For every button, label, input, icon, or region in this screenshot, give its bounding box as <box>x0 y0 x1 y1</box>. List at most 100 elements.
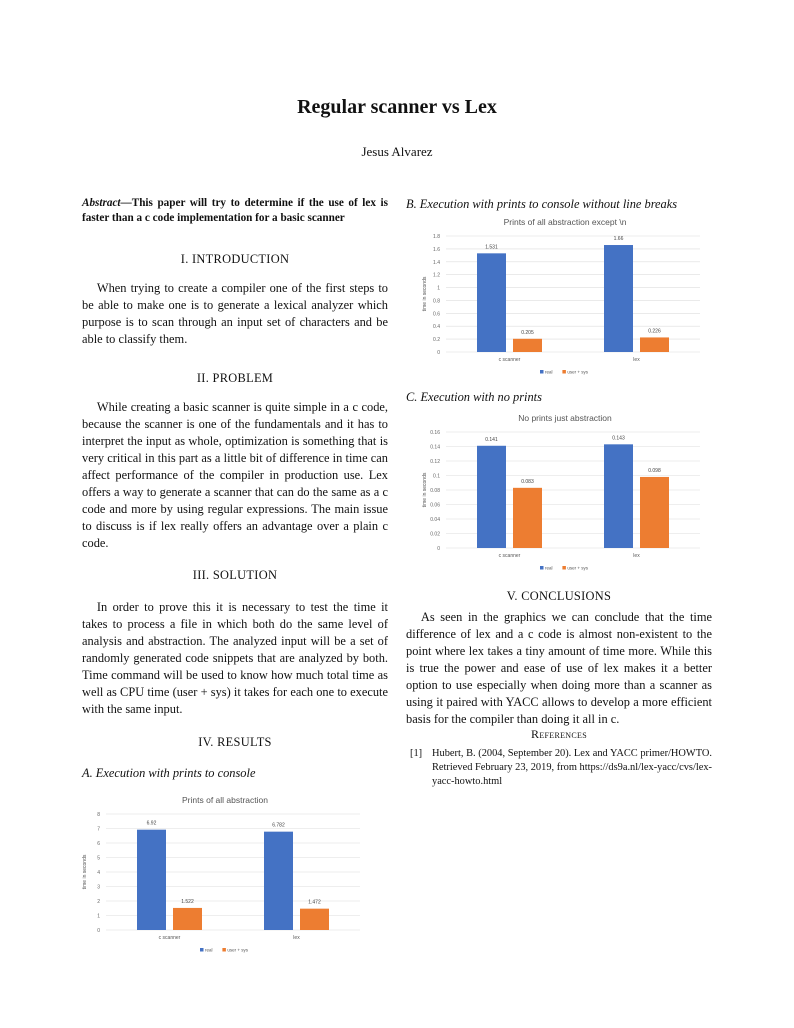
legend-label: user + sys <box>567 566 588 571</box>
y-tick-label: 0.6 <box>433 311 440 317</box>
solution-text: In order to prove this it is necessary t… <box>82 600 388 716</box>
data-label: 6.92 <box>147 821 157 827</box>
y-axis-label: time in seconds <box>82 854 88 889</box>
section-heading-results: IV. RESULTS <box>198 735 272 749</box>
x-tick-label: lex <box>633 553 640 559</box>
bar-user-sys-0 <box>513 338 542 352</box>
legend-swatch <box>540 370 544 374</box>
y-tick-label: 0.8 <box>433 298 440 304</box>
y-tick-label: 0.14 <box>430 445 440 451</box>
section-heading-solution: III. SOLUTION <box>192 568 278 582</box>
bar-user-sys-0 <box>513 487 542 548</box>
y-axis-label: time in seconds <box>422 472 428 507</box>
paper-title: Regular scanner vs Lex <box>297 96 497 118</box>
data-label: 0.098 <box>648 468 661 474</box>
chart-title: Prints of all abstraction except \n <box>504 217 627 227</box>
y-tick-label: 0.06 <box>430 503 440 509</box>
reference-text: Hubert, B. (2004, September 20). Lex and… <box>432 748 712 787</box>
data-label: 0.083 <box>521 479 534 485</box>
x-tick-label: c scanner <box>499 553 521 559</box>
y-tick-label: 2 <box>97 899 100 905</box>
x-tick-label: lex <box>633 357 640 363</box>
chart-title: No prints just abstraction <box>518 413 612 423</box>
bar-real-1 <box>604 444 633 548</box>
y-tick-label: 0.16 <box>430 430 440 436</box>
legend-label: user + sys <box>567 370 588 375</box>
legend-swatch <box>562 566 566 570</box>
data-label: 1.472 <box>308 900 321 906</box>
x-tick-label: lex <box>293 935 300 941</box>
y-tick-label: 1.4 <box>433 260 440 266</box>
bar-user-sys-0 <box>173 907 202 930</box>
references-heading: References <box>531 727 587 741</box>
y-tick-label: 1.2 <box>433 273 440 279</box>
subsection-c: C. Execution with no prints <box>406 390 542 404</box>
abstract-label: Abstract <box>82 197 121 209</box>
y-tick-label: 0.02 <box>430 532 440 538</box>
legend-swatch <box>540 566 544 570</box>
y-tick-label: 8 <box>97 812 100 818</box>
y-tick-label: 0.12 <box>430 459 440 465</box>
abstract: Abstract—This paper will try to determin… <box>82 196 388 226</box>
data-label: 0.226 <box>648 328 661 334</box>
bar-real-1 <box>264 831 293 930</box>
bar-user-sys-1 <box>640 476 669 548</box>
subsection-b: B. Execution with prints to console with… <box>406 197 678 211</box>
y-axis-label: time in seconds <box>422 276 428 311</box>
chart-prints-all: Prints of all abstraction time in seconds… <box>82 795 360 953</box>
data-label: 1.522 <box>181 899 194 905</box>
y-tick-label: 1.8 <box>433 234 440 240</box>
y-tick-label: 0.08 <box>430 488 440 494</box>
legend-swatch <box>222 948 226 952</box>
bar-user-sys-1 <box>640 337 669 352</box>
legend-swatch <box>200 948 204 952</box>
section-heading-conclusions: V. CONCLUSIONS <box>506 589 612 603</box>
reference-number: [1] <box>410 748 423 759</box>
x-tick-label: c scanner <box>499 357 521 363</box>
y-tick-label: 0.1 <box>433 474 440 480</box>
y-tick-label: 0.2 <box>433 337 440 343</box>
bar-real-0 <box>477 253 506 352</box>
data-label: 1.66 <box>614 236 624 242</box>
bar-real-0 <box>477 445 506 548</box>
conclusions-text: As seen in the graphics we can conclude … <box>406 610 712 726</box>
y-tick-label: 5 <box>97 856 100 862</box>
legend-label: real <box>545 370 553 375</box>
y-tick-label: 6 <box>97 841 100 847</box>
legend-label: real <box>545 566 553 571</box>
problem-text: While creating a basic scanner is quite … <box>82 400 388 550</box>
reference-item: [1] Hubert, B. (2004, September 20). Lex… <box>410 747 712 789</box>
subsection-a: A. Execution with prints to console <box>82 766 256 780</box>
abstract-dash: — <box>120 197 132 209</box>
bar-real-1 <box>604 245 633 352</box>
chart-title: Prints of all abstraction <box>182 795 268 805</box>
y-tick-label: 1 <box>97 914 100 920</box>
chart-prints-no-linebreaks: Prints of all abstraction except \n time … <box>422 217 700 375</box>
x-tick-label: c scanner <box>159 935 181 941</box>
y-tick-label: 0 <box>437 546 440 552</box>
data-label: 6.782 <box>272 823 285 829</box>
author: Jesus Alvarez <box>361 144 433 159</box>
data-label: 0.143 <box>612 435 625 441</box>
y-tick-label: 7 <box>97 827 100 833</box>
abstract-text: This paper will try to determine if the … <box>82 197 388 224</box>
y-tick-label: 1 <box>437 286 440 292</box>
y-tick-label: 1.6 <box>433 247 440 253</box>
y-tick-label: 4 <box>97 870 100 876</box>
data-label: 0.205 <box>521 330 534 336</box>
y-tick-label: 0.04 <box>430 517 440 523</box>
data-label: 0.141 <box>485 437 498 443</box>
y-tick-label: 0 <box>97 928 100 934</box>
legend-swatch <box>562 370 566 374</box>
y-tick-label: 3 <box>97 885 100 891</box>
bar-real-0 <box>137 829 166 930</box>
section-heading-problem: II. PROBLEM <box>196 371 274 385</box>
section-heading-introduction: I. INTRODUCTION <box>180 252 290 266</box>
bar-user-sys-1 <box>300 908 329 930</box>
legend-label: real <box>205 948 213 953</box>
chart-no-prints: No prints just abstraction time in second… <box>422 413 700 571</box>
y-tick-label: 0.4 <box>433 324 440 330</box>
data-label: 1.531 <box>485 244 498 250</box>
legend-label: user + sys <box>227 948 248 953</box>
